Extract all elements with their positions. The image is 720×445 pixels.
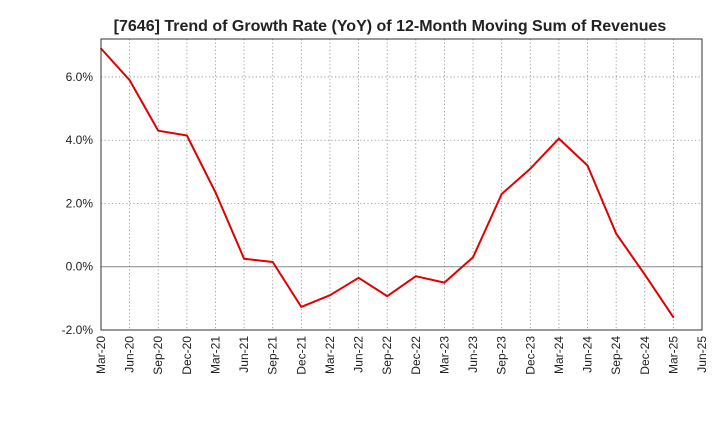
x-tick-label: Sep-23 (495, 336, 509, 375)
x-tick-label: Jun-25 (695, 336, 709, 373)
plot-frame (100, 38, 703, 331)
x-tick-label: Dec-21 (294, 336, 308, 375)
data-point (243, 257, 246, 260)
x-tick-label: Mar-22 (323, 336, 337, 374)
data-point (414, 275, 417, 278)
x-tick-label: Dec-24 (638, 336, 652, 375)
x-tick-label: Jun-24 (581, 336, 595, 373)
data-point (586, 164, 589, 167)
data-point (500, 193, 503, 195)
data-point (357, 276, 360, 279)
data-point (615, 232, 617, 235)
x-tick-label: Sep-24 (609, 336, 623, 375)
x-tick-label: Mar-24 (552, 336, 566, 374)
data-point (443, 281, 446, 284)
x-tick-label: Dec-20 (180, 336, 194, 375)
y-tick-label: 2.0% (66, 196, 94, 210)
data-point (643, 273, 646, 276)
data-point (529, 167, 532, 170)
y-tick-label: 4.0% (66, 133, 94, 147)
x-tick-label: Mar-23 (437, 336, 451, 374)
y-tick-label: -2.0% (62, 323, 94, 337)
data-point (558, 137, 560, 140)
x-tick-label: Sep-21 (266, 336, 280, 375)
data-point (186, 134, 188, 137)
data-point (128, 79, 131, 81)
data-point (672, 316, 675, 319)
data-point (300, 306, 303, 308)
x-axis: Mar-20 Jun-20 Sep-20 Dec-20 Mar-21 Jun-21 Sep-… (94, 336, 709, 375)
x-tick-label: Jun-21 (237, 336, 251, 373)
x-tick-label: Mar-21 (208, 336, 222, 374)
y-tick-label: 6.0% (66, 70, 94, 84)
y-tick-label: 0.0% (66, 260, 94, 274)
x-tick-label: Dec-22 (409, 336, 423, 375)
series-layer (100, 47, 675, 319)
x-tick-label: Mar-20 (94, 336, 108, 374)
data-point (386, 295, 389, 298)
chart-title: [7646] Trend of Growth Rate (YoY) of 12-… (114, 18, 667, 35)
x-tick-label: Sep-22 (380, 336, 394, 375)
data-point (214, 191, 217, 194)
data-point (157, 129, 160, 132)
x-tick-label: Sep-20 (151, 336, 165, 375)
x-tick-label: Dec-23 (523, 336, 537, 375)
x-tick-label: Jun-22 (352, 336, 366, 373)
y-axis: -2.0% 0.0% 2.0% 4.0% 6.0% (62, 70, 94, 337)
data-point (472, 256, 474, 259)
data-point (329, 294, 331, 297)
data-point (271, 261, 274, 263)
x-tick-label: Jun-20 (123, 336, 137, 373)
x-tick-label: Jun-23 (466, 336, 480, 373)
x-tick-label: Mar-25 (666, 336, 680, 374)
